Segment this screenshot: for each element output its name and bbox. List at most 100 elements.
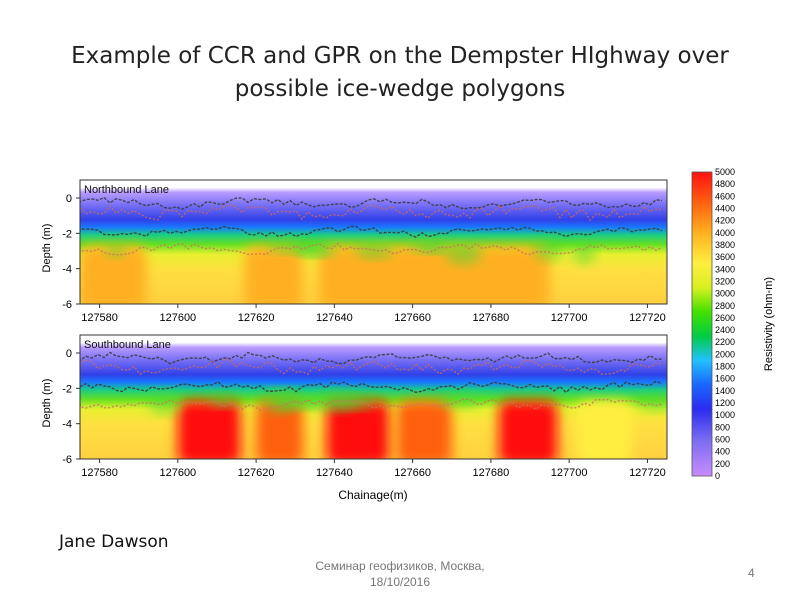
interface-anomaly (445, 243, 482, 265)
colorbar-tick-label: 4600 (715, 191, 735, 201)
x-tick-label: 127600 (159, 467, 196, 479)
interface-anomaly (439, 391, 484, 408)
y-axis-title: Depth (m) (41, 379, 53, 428)
colorbar-tick-label: 4000 (715, 228, 735, 238)
colorbar-tick-label: 3800 (715, 240, 735, 250)
colorbar-tick-label: 2600 (715, 313, 735, 323)
high-resistivity-zone (256, 400, 304, 459)
interface-anomaly (329, 395, 377, 410)
y-tick-label: 0 (66, 348, 72, 360)
interface-anomaly (533, 238, 564, 260)
y-tick-label: 0 (66, 193, 72, 205)
colorbar-tick-label: 5000 (715, 167, 735, 177)
panel-frame (79, 179, 668, 305)
x-tick-label: 127720 (629, 467, 666, 479)
interface-anomaly (420, 241, 450, 254)
slide-title: Example of CCR and GPR on the Dempster H… (40, 40, 760, 106)
author-name: Jane Dawson (59, 532, 169, 552)
colorbar-tick-label: 2200 (715, 337, 735, 347)
colorbar-tick-label: 4400 (715, 203, 735, 213)
colorbar-tick-label: 2800 (715, 301, 735, 311)
colorbar-tick-label: 800 (715, 422, 730, 432)
footer-text: Семинар геофизиков, Москва, 18/10/2016 (290, 558, 510, 590)
gpr-reflector (80, 398, 663, 411)
x-tick-label: 127700 (551, 312, 588, 324)
x-tick-label: 127720 (629, 312, 666, 324)
colorbar-tick-label: 1800 (715, 362, 735, 372)
interface-anomaly (148, 391, 181, 414)
high-resistivity-zone (396, 400, 452, 459)
high-resistivity-zone (576, 400, 632, 459)
colorbar-tick-label: 2400 (715, 325, 735, 335)
gpr-reflector (80, 380, 663, 394)
y-tick-label: -4 (62, 419, 72, 431)
colorbar-scale (691, 171, 713, 477)
panel-southbound: Southbound Lane 0 -2 -4 -6 Depth (m) 127580 127… (41, 334, 668, 479)
colorbar-tick-label: 1400 (715, 386, 735, 396)
colorbar-tick-label: 3200 (715, 276, 735, 286)
footer-line-2: 18/10/2016 (369, 575, 431, 589)
colorbar-title: Resistivity (ohm-m) (763, 277, 775, 371)
x-tick-label: 127600 (159, 312, 196, 324)
x-tick-label: 127580 (81, 312, 118, 324)
interface-anomaly (277, 390, 299, 410)
colorbar-tick-label: 1000 (715, 410, 735, 420)
high-resistivity-zone (318, 245, 550, 304)
interface-anomaly (105, 245, 127, 257)
colorbar-tick-label: 0 (715, 471, 720, 481)
x-tick-label: 127660 (394, 467, 431, 479)
colorbar-tick-label: 200 (715, 459, 730, 469)
interface-anomaly (573, 243, 595, 265)
y-axis-title: Depth (m) (41, 224, 53, 273)
x-tick-label: 127660 (394, 312, 431, 324)
colorbar-tick-label: 1600 (715, 374, 735, 384)
panel-frame (79, 334, 668, 460)
high-resistivity-zone (498, 400, 558, 459)
colorbar-tick-label: 600 (715, 435, 730, 445)
y-tick-label: -2 (62, 383, 72, 395)
x-tick-label: 127680 (473, 467, 510, 479)
panel-label: Northbound Lane (84, 184, 169, 196)
panel-label: Southbound Lane (84, 339, 171, 351)
colorbar-tick-label: 3400 (715, 264, 735, 274)
y-tick-label: -6 (62, 299, 72, 311)
x-tick-label: 127620 (238, 312, 275, 324)
resistivity-section (80, 335, 667, 459)
resistivity-section (80, 180, 667, 304)
colorbar-tick-label: 3600 (715, 252, 735, 262)
x-tick-label: 127580 (81, 467, 118, 479)
y-tick-label: -2 (62, 228, 72, 240)
colorbar-tick-label: 400 (715, 447, 730, 457)
interface-anomaly (293, 241, 331, 255)
high-resistivity-zone (177, 400, 241, 459)
x-tick-label: 127640 (316, 467, 353, 479)
x-tick-label: 127680 (473, 312, 510, 324)
colorbar: 5000480046004400420040003800360034003200… (691, 167, 775, 481)
x-tick-label: 127640 (316, 312, 353, 324)
footer-line-1: Семинар геофизиков, Москва, (315, 559, 485, 573)
y-tick-label: -6 (62, 454, 72, 466)
panel-northbound: Northbound Lane 0 -2 -4 -6 Depth (m) 127580 127… (41, 179, 668, 324)
gpr-reflector (80, 204, 663, 222)
slide-title-line-2: possible ice-wedge polygons (234, 76, 566, 102)
x-tick-label: 127620 (238, 467, 275, 479)
interface-anomaly (636, 393, 667, 411)
colorbar-tick-label: 2000 (715, 349, 735, 359)
y-tick-label: -4 (62, 264, 72, 276)
high-resistivity-zone (244, 245, 304, 304)
gpr-reflector (80, 242, 663, 256)
page-number: 4 (748, 566, 755, 580)
x-tick-label: 127700 (551, 467, 588, 479)
slide-title-line-1: Example of CCR and GPR on the Dempster H… (71, 43, 729, 69)
high-resistivity-zone (80, 245, 147, 304)
colorbar-tick-label: 1200 (715, 398, 735, 408)
high-resistivity-zone (326, 400, 390, 459)
colorbar-tick-label: 4200 (715, 216, 735, 226)
gpr-reflector (80, 351, 663, 365)
gpr-reflector (80, 225, 663, 238)
colorbar-tick-label: 3000 (715, 289, 735, 299)
gpr-reflector (80, 358, 663, 376)
x-axis-title: Chainage(m) (338, 488, 407, 502)
colorbar-tick-label: 4800 (715, 179, 735, 189)
